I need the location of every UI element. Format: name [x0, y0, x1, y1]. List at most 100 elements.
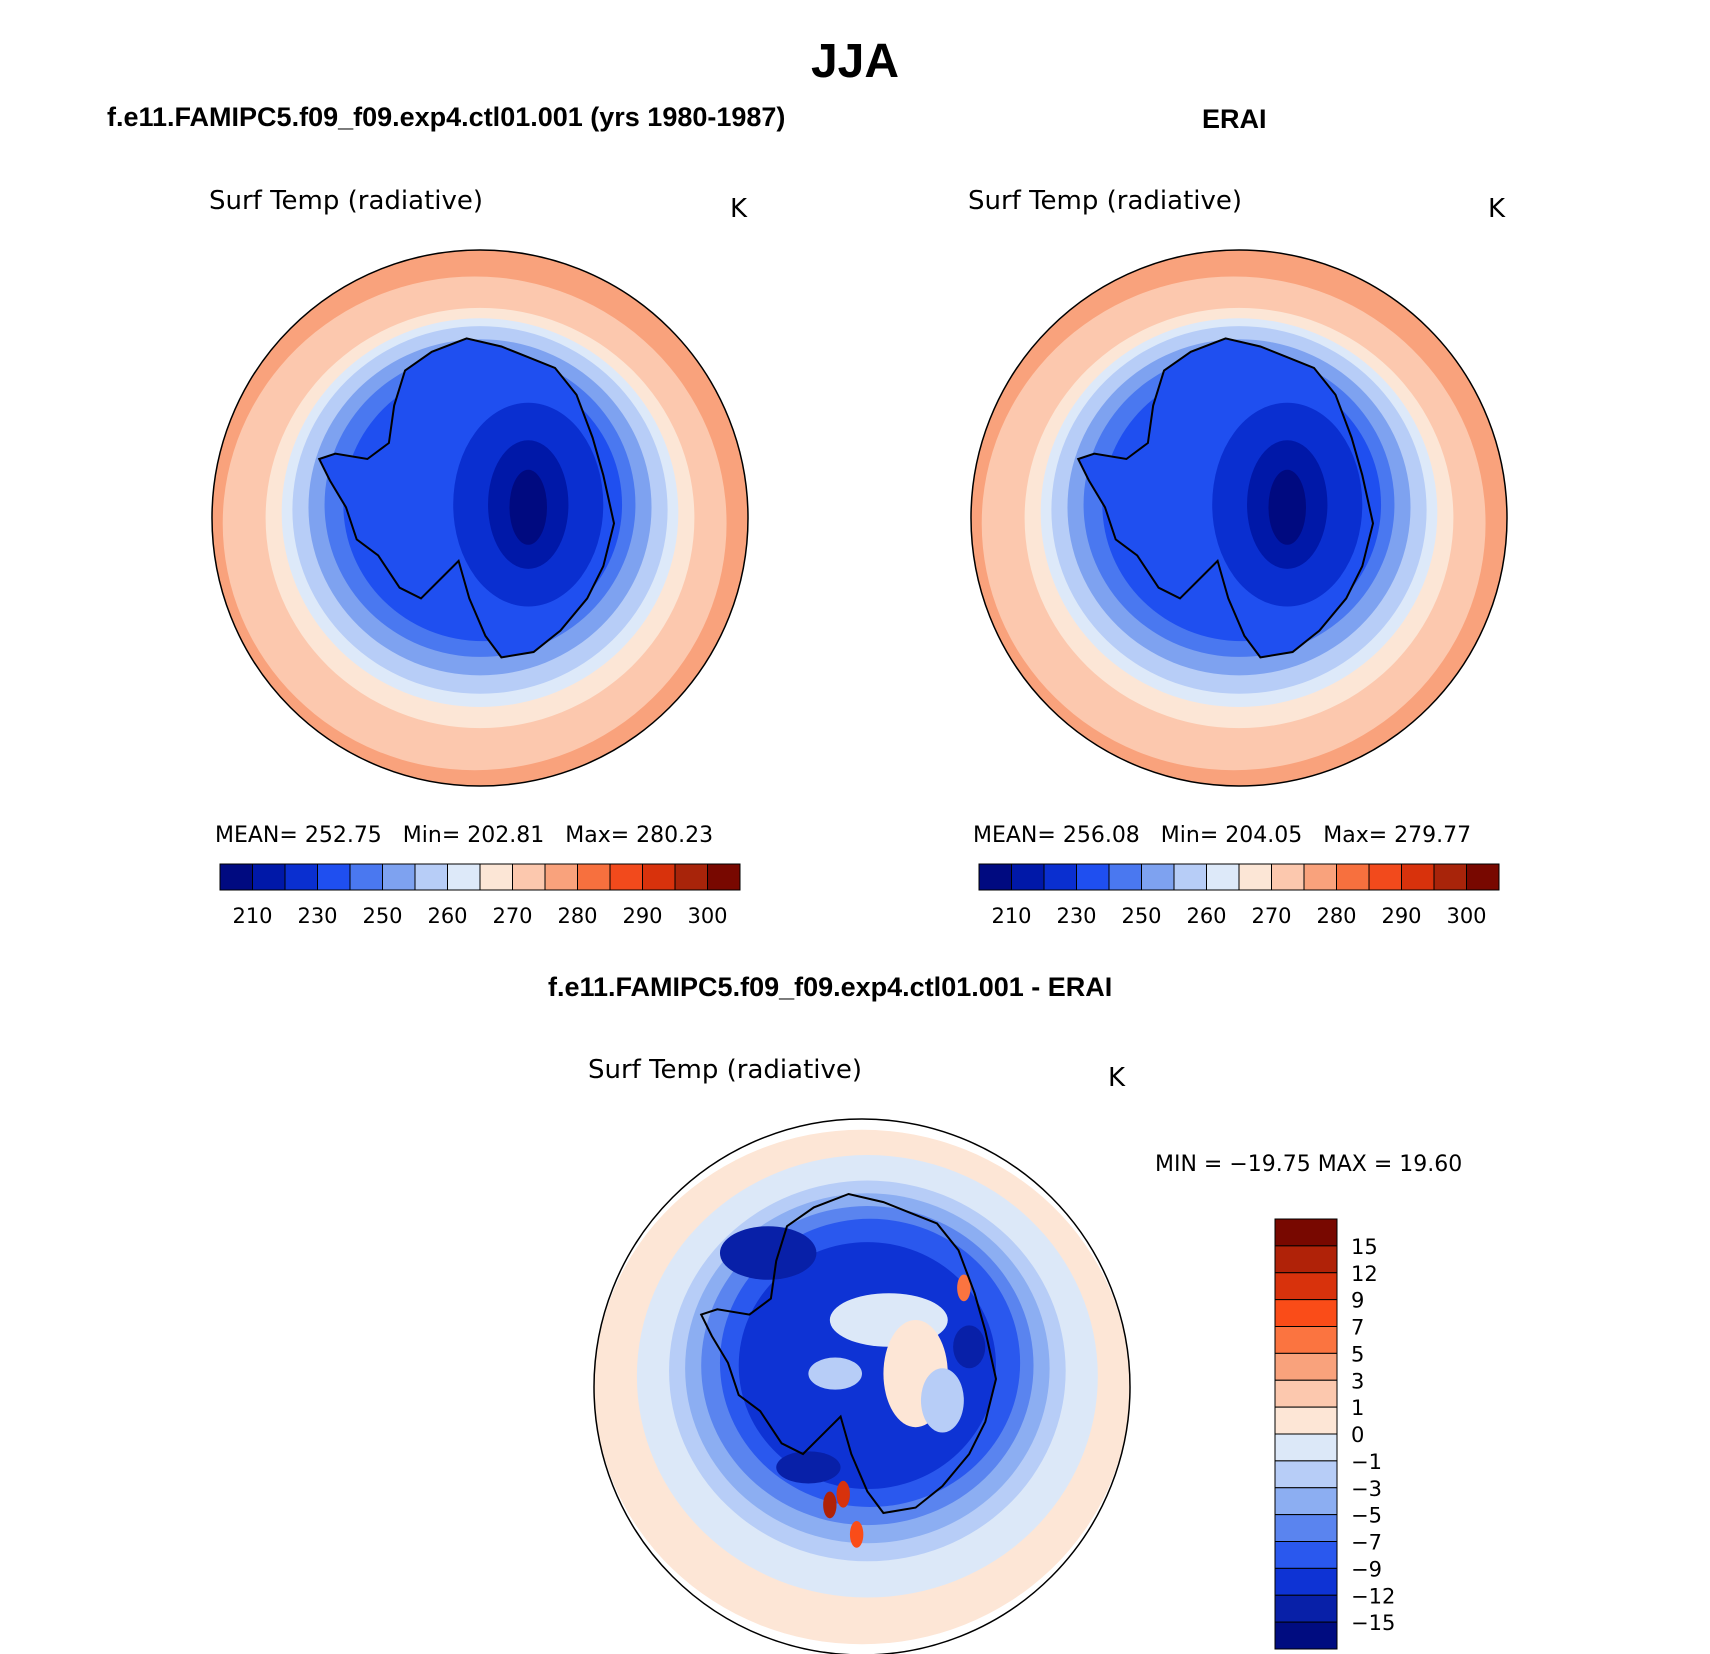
cbar-model-tick-label: 270	[492, 904, 532, 928]
obs-mean-value: 256.08	[1062, 823, 1140, 848]
cbar-model-swatch	[479, 863, 513, 891]
cbar-obs-tick-label: 270	[1251, 904, 1291, 928]
cbar-obs-swatch	[1433, 863, 1467, 891]
obs-field-label: Surf Temp (radiative)	[968, 186, 1243, 216]
cbar-obs-swatch	[1401, 863, 1435, 891]
cbar-model-swatch	[382, 863, 416, 891]
cbar-obs-swatch	[1011, 863, 1045, 891]
map-diff-rim	[593, 1118, 1131, 1654]
cbar-diff-swatch	[1274, 1433, 1338, 1462]
cbar-obs-tick-label: 300	[1446, 904, 1486, 928]
diff-field-label: Surf Temp (radiative)	[588, 1055, 863, 1085]
cbar-diff-tick-label: −5	[1351, 1504, 1382, 1528]
cbar-obs-swatch	[1206, 863, 1240, 891]
model-units-label: K	[730, 194, 748, 224]
cbar-model-tick-label: 260	[427, 904, 467, 928]
map-obs-rim	[970, 249, 1508, 787]
obs-panel-title: ERAI	[1202, 104, 1267, 134]
cbar-model-swatch	[674, 863, 708, 891]
cbar-diff-swatch	[1274, 1487, 1338, 1516]
cbar-obs-swatch	[1173, 863, 1207, 891]
map-diff-coastline	[699, 1192, 998, 1515]
cbar-diff-tick-label: 0	[1351, 1423, 1364, 1447]
cbar-model-swatch	[544, 863, 578, 891]
obs-min-value: 204.05	[1225, 823, 1303, 848]
cbar-diff-tick-label: −15	[1351, 1611, 1395, 1635]
model-max-value: 280.23	[636, 823, 714, 848]
cbar-obs-swatch	[1238, 863, 1272, 891]
cbar-model-swatch	[642, 863, 676, 891]
model-mean-label: MEAN=	[215, 823, 298, 848]
obs-max-label: Max=	[1323, 823, 1388, 848]
cbar-obs-tick-label: 230	[1056, 904, 1096, 928]
diff-panel-title: f.e11.FAMIPC5.f09_f09.exp4.ctl01.001 - E…	[548, 972, 1113, 1002]
map-obs-core	[1268, 469, 1306, 545]
cbar-obs-tick-label: 250	[1121, 904, 1161, 928]
cbar-diff-tick-label: 7	[1351, 1316, 1364, 1340]
cbar-diff-swatch	[1274, 1245, 1338, 1274]
cbar-model-tick-label: 210	[232, 904, 272, 928]
diff-map	[593, 1118, 1131, 1654]
obs-stats: MEAN= 256.08 Min= 204.05 Max= 279.77	[973, 823, 1471, 848]
cbar-model-swatch	[447, 863, 481, 891]
cbar-diff-tick-label: 12	[1351, 1262, 1378, 1286]
model-panel-title: f.e11.FAMIPC5.f09_f09.exp4.ctl01.001 (yr…	[107, 102, 786, 132]
map-diff-hotspot-2	[823, 1491, 837, 1519]
cbar-diff-tick-label: −1	[1351, 1450, 1382, 1474]
cbar-model-swatch	[252, 863, 286, 891]
obs-max-value: 279.77	[1394, 823, 1472, 848]
cbar-model-swatch	[512, 863, 546, 891]
map-diff-blob-3	[920, 1368, 964, 1433]
model-mean-value: 252.75	[304, 823, 382, 848]
cbar-obs-swatch	[1466, 863, 1500, 891]
map-diff-blob-5	[776, 1451, 841, 1484]
map-diff-hotspot-1	[849, 1521, 864, 1548]
obs-map	[970, 249, 1508, 787]
model-min-label: Min=	[402, 823, 461, 848]
cbar-obs-swatch	[978, 863, 1012, 891]
cbar-model-swatch	[317, 863, 351, 891]
obs-min-label: Min=	[1160, 823, 1219, 848]
cbar-obs-swatch	[1271, 863, 1305, 891]
map-obs-coastline	[1076, 337, 1375, 659]
cbar-diff-tick-label: −3	[1351, 1477, 1382, 1501]
diff-colorbar: 15 12 9 75 3 1 0 −1 −3 −5 −7−9 −12 −15	[1274, 1218, 1395, 1650]
cbar-obs-tick-label: 290	[1381, 904, 1421, 928]
cbar-model-swatch	[609, 863, 643, 891]
map-diff-hotspot-0	[836, 1480, 850, 1508]
cbar-diff-swatch	[1274, 1379, 1338, 1408]
cbar-diff-tick-label: 1	[1351, 1396, 1364, 1420]
cbar-diff-swatch	[1274, 1352, 1338, 1381]
model-map	[211, 249, 749, 787]
cbar-diff-swatch	[1274, 1460, 1338, 1489]
cbar-obs-swatch	[1303, 863, 1337, 891]
cbar-obs-swatch	[1108, 863, 1142, 891]
model-stats: MEAN= 252.75 Min= 202.81 Max= 280.23	[215, 823, 713, 848]
cbar-diff-swatch	[1274, 1594, 1338, 1623]
map-diff-hotspot-3	[957, 1274, 971, 1302]
map-diff-blob-6	[953, 1325, 986, 1369]
cbar-model-tick-label: 280	[557, 904, 597, 928]
cbar-model-swatch	[219, 863, 253, 891]
map-model-coastline	[317, 337, 616, 659]
model-min-value: 202.81	[467, 823, 545, 848]
model-max-label: Max=	[565, 823, 630, 848]
cbar-diff-swatch	[1274, 1406, 1338, 1435]
cbar-obs-tick-label: 260	[1186, 904, 1226, 928]
cbar-diff-tick-label: 5	[1351, 1342, 1364, 1366]
cbar-obs-swatch	[1368, 863, 1402, 891]
diff-minmax: MIN = −19.75 MAX = 19.60	[1155, 1152, 1463, 1177]
cbar-model-tick-label: 250	[362, 904, 402, 928]
cbar-model-swatch	[707, 863, 741, 891]
cbar-diff-tick-label: 3	[1351, 1369, 1364, 1393]
cbar-diff-tick-label: −9	[1351, 1557, 1382, 1581]
cbar-model-swatch	[414, 863, 448, 891]
cbar-obs-swatch	[1336, 863, 1370, 891]
cbar-obs-tick-label: 280	[1316, 904, 1356, 928]
cbar-diff-tick-label: −7	[1351, 1531, 1382, 1555]
cbar-model-swatch	[577, 863, 611, 891]
diff-units-label: K	[1108, 1063, 1126, 1093]
cbar-obs-tick-label: 210	[991, 904, 1031, 928]
cbar-diff-tick-label: −12	[1351, 1584, 1395, 1608]
cbar-model-tick-label: 300	[687, 904, 727, 928]
